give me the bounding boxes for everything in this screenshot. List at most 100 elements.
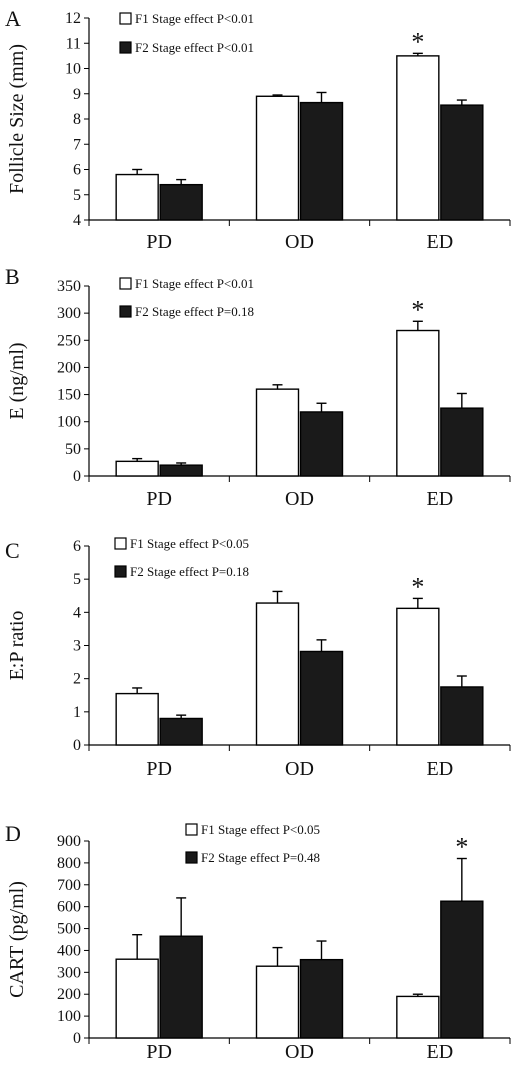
chart-panel-d: D CART (pg/ml) 0 100 200 300 400 500 600 700 800 90… (5, 821, 511, 1063)
x-category-label: OD (285, 488, 314, 510)
bar-f2-pd (159, 717, 203, 746)
y-axis-label: Follicle Size (mm) (6, 44, 28, 194)
y-tick-label: 300 (57, 964, 81, 981)
x-category-label: ED (426, 488, 453, 510)
bar-f1-ed (396, 55, 440, 221)
y-tick-label: 50 (65, 441, 81, 458)
panel-letter: B (5, 264, 20, 289)
x-category-label: OD (285, 758, 314, 780)
significance-star: * (411, 295, 424, 324)
bar-f2-od (299, 650, 344, 746)
legend-label-f1: F1 Stage effect P<0.01 (135, 276, 254, 291)
significance-star: * (455, 833, 468, 862)
y-tick-label: 4 (73, 212, 81, 229)
bar-f2-ed (440, 900, 484, 1039)
y-tick-label: 3 (73, 638, 81, 655)
legend-swatch-f2 (119, 41, 132, 54)
bar-f1-ed (396, 607, 440, 746)
bar-f1-od (255, 388, 300, 477)
y-tick-label: 200 (57, 986, 81, 1003)
legend-label-f2: F2 Stage effect P=0.18 (135, 304, 254, 319)
y-tick-label: 12 (65, 10, 81, 27)
chart-panel-a: A Follicle Size (mm) 4 5 6 7 8 9 10 11 12 PD OD ED * F1… (5, 6, 511, 253)
panel-letter: C (5, 538, 20, 563)
y-tick-label: 5 (73, 571, 81, 588)
y-tick-label: 100 (57, 414, 81, 431)
legend-swatch-f2 (114, 565, 127, 578)
y-tick-label: 150 (57, 387, 81, 404)
legend-swatch-f2 (185, 851, 198, 864)
y-tick-label: 250 (57, 332, 81, 349)
x-category-label: PD (146, 231, 172, 253)
legend-swatch-f1 (119, 277, 132, 290)
bar-f1-pd (115, 692, 159, 746)
bar-f2-ed (440, 407, 484, 477)
bar-f2-od (299, 958, 344, 1039)
legend-label-f1: F1 Stage effect P<0.05 (130, 536, 249, 551)
y-tick-label: 0 (73, 737, 81, 754)
legend-swatch-f2 (119, 305, 132, 318)
bar-f2-pd (159, 183, 203, 221)
bar-f2-ed (440, 104, 484, 221)
y-tick-label: 10 (65, 61, 81, 78)
y-tick-label: 6 (73, 538, 81, 555)
y-tick-label: 0 (73, 468, 81, 485)
chart-panel-c: C E:P ratio 0 1 2 3 4 5 6 PD OD ED * F1 Stage effect … (5, 536, 511, 780)
y-tick-label: 1 (73, 704, 81, 721)
legend-label-f2: F2 Stage effect P<0.01 (135, 40, 254, 55)
significance-star: * (411, 27, 424, 56)
bar-f1-ed (396, 995, 440, 1039)
legend-label-f1: F1 Stage effect P<0.01 (135, 11, 254, 26)
panel-letter: D (5, 821, 21, 846)
y-tick-label: 9 (73, 86, 81, 103)
x-category-label: PD (146, 488, 172, 510)
legend-swatch-f1 (185, 823, 198, 836)
x-category-label: PD (146, 1041, 172, 1063)
bar-f2-od (299, 411, 344, 477)
bar-f1-od (255, 602, 300, 746)
bar-f1-pd (115, 958, 159, 1039)
y-tick-label: 11 (66, 35, 81, 52)
panel-letter: A (5, 6, 21, 31)
y-axis-label: E:P ratio (6, 611, 28, 681)
y-tick-label: 350 (57, 278, 81, 295)
significance-star: * (411, 572, 424, 601)
y-tick-label: 700 (57, 877, 81, 894)
legend-swatch-f1 (114, 537, 127, 550)
chart-panel-b: B E (ng/ml) 0 50 100 150 200 250 300 350 PD OD ED * F1… (5, 264, 511, 510)
y-tick-label: 800 (57, 855, 81, 872)
bar-f1-ed (396, 329, 440, 477)
y-tick-label: 7 (73, 136, 81, 153)
y-axis-label: E (ng/ml) (6, 342, 28, 419)
y-tick-label: 6 (73, 162, 81, 179)
x-category-label: ED (426, 1041, 453, 1063)
x-category-label: OD (285, 231, 314, 253)
x-category-label: ED (426, 758, 453, 780)
legend-label-f2: F2 Stage effect P=0.48 (201, 850, 320, 865)
y-tick-label: 2 (73, 671, 81, 688)
y-axis-label: CART (pg/ml) (6, 881, 28, 998)
bar-f2-od (299, 101, 344, 221)
y-tick-label: 100 (57, 1008, 81, 1025)
bar-f1-od (255, 965, 300, 1039)
y-tick-label: 200 (57, 359, 81, 376)
y-tick-label: 0 (73, 1030, 81, 1047)
legend-label-f2: F2 Stage effect P=0.18 (130, 564, 249, 579)
y-tick-label: 300 (57, 305, 81, 322)
y-tick-label: 5 (73, 187, 81, 204)
y-tick-label: 900 (57, 833, 81, 850)
y-tick-label: 400 (57, 942, 81, 959)
y-tick-label: 4 (73, 604, 81, 621)
x-category-label: PD (146, 758, 172, 780)
y-tick-label: 8 (73, 111, 81, 128)
bar-f2-pd (159, 935, 203, 1039)
x-category-label: OD (285, 1041, 314, 1063)
x-category-label: ED (426, 231, 453, 253)
bar-f1-pd (115, 460, 159, 477)
bar-f1-od (255, 95, 300, 221)
legend-swatch-f1 (119, 12, 132, 25)
bar-f2-ed (440, 686, 484, 746)
bar-f1-pd (115, 173, 159, 221)
y-tick-label: 600 (57, 899, 81, 916)
